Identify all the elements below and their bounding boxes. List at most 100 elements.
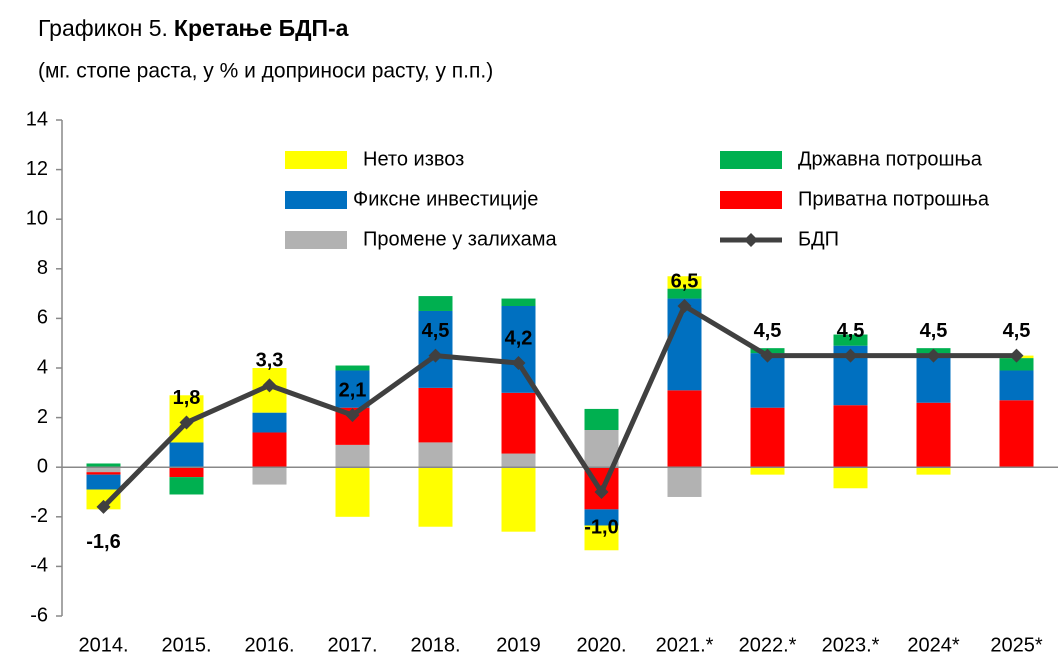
line-marker (428, 348, 443, 363)
line-marker (262, 378, 277, 393)
bar-segment (86, 472, 121, 475)
bar-segment (169, 442, 204, 468)
bar-segment (999, 358, 1034, 371)
x-tick-label: 2014. (78, 634, 128, 656)
line-marker (677, 299, 692, 313)
bar-segment (501, 392, 536, 454)
bar-segment (169, 477, 204, 495)
bar-segment (833, 405, 868, 468)
chart-title: Графикон 5. Кретање БДП-а (38, 15, 349, 41)
data-label: 4,5 (422, 320, 450, 342)
bar-segment (584, 525, 619, 551)
x-tick-label: 2025* (990, 634, 1042, 656)
data-label: 4,5 (754, 320, 782, 342)
bar-segment (501, 467, 536, 532)
data-label: 1,8 (173, 387, 201, 409)
bar-segment (667, 288, 702, 299)
data-label: 4,5 (920, 320, 948, 342)
bar-segment (999, 370, 1034, 401)
bar-segment (916, 467, 951, 475)
bar-segment (335, 467, 370, 517)
bar-segment (252, 432, 287, 468)
line-marker (760, 348, 775, 363)
bar-segment (750, 407, 785, 468)
line-marker (179, 415, 194, 430)
y-tick-label: -2 (30, 505, 48, 527)
legend-swatch (720, 151, 782, 169)
bar-segment (667, 276, 702, 289)
bar-segment (86, 467, 121, 473)
bar-segment (999, 400, 1034, 468)
bar-segment (584, 408, 619, 430)
bar-segment (501, 453, 536, 468)
y-tick-label: -6 (30, 604, 48, 626)
data-label: -1,6 (86, 531, 120, 553)
bar-segment (667, 390, 702, 468)
legend-swatch (720, 191, 782, 209)
y-tick-label: 12 (26, 158, 48, 180)
legend-label: Промене у залихама (363, 228, 558, 250)
bar-segment (750, 467, 785, 475)
bar-segment (418, 467, 453, 527)
line-marker (1009, 348, 1024, 363)
bar-segment (335, 444, 370, 468)
legend-swatch (285, 151, 347, 169)
line-marker (345, 408, 360, 423)
y-tick-label: 4 (37, 356, 48, 378)
legend-label: Државна потрошња (798, 148, 983, 170)
legend-marker (744, 233, 758, 247)
bar-segment (252, 467, 287, 485)
legend-label: Фиксне инвестиције (353, 188, 538, 210)
bar-segment (86, 474, 121, 490)
data-label: -1,0 (584, 516, 618, 538)
y-tick-label: 6 (37, 307, 48, 329)
bar-segment (169, 467, 204, 478)
bar-segment (335, 365, 370, 371)
bar-segment (418, 442, 453, 468)
y-tick-label: 8 (37, 257, 48, 279)
x-tick-label: 2019 (496, 634, 541, 656)
bar-segment (86, 489, 121, 510)
data-label: 4,5 (1003, 320, 1031, 342)
bar-segment (916, 402, 951, 468)
bar-segment (418, 387, 453, 443)
line-marker (926, 348, 941, 363)
x-tick-label: 2015. (161, 634, 211, 656)
bar-segment (86, 463, 121, 468)
data-label: 6,5 (671, 270, 699, 292)
data-label: 4,5 (837, 320, 865, 342)
bar-segment (584, 509, 619, 526)
legend-swatch (285, 231, 347, 249)
data-label: 4,2 (505, 327, 533, 349)
x-tick-label: 2020. (576, 634, 626, 656)
title-label: Графикон 5. (38, 15, 168, 41)
x-tick-label: 2022.* (739, 634, 797, 656)
bar-segment (335, 370, 370, 408)
y-tick-label: 10 (26, 207, 48, 229)
y-tick-label: 2 (37, 406, 48, 428)
title-main: Кретање БДП-а (174, 15, 349, 41)
line-marker (594, 485, 609, 499)
bar-segment (501, 298, 536, 306)
line-marker (96, 499, 111, 514)
data-label: 3,3 (256, 350, 284, 372)
bar-segment (418, 296, 453, 311)
bar-segment (833, 467, 868, 489)
line-marker (511, 356, 526, 371)
x-tick-label: 2017. (327, 634, 377, 656)
y-tick-label: 14 (26, 108, 48, 130)
y-tick-label: 0 (37, 455, 48, 477)
chart-subtitle: (мг. стопе раста, у % и доприноси расту,… (38, 60, 493, 83)
legend-swatch (285, 191, 347, 209)
legend-label: Приватна потрошња (798, 188, 990, 210)
line-series (101, 303, 1017, 509)
x-tick-label: 2024* (907, 634, 959, 656)
bar-segment (252, 412, 287, 433)
x-tick-label: 2023.* (822, 634, 880, 656)
bar-segment (667, 467, 702, 497)
x-tick-label: 2018. (410, 634, 460, 656)
legend-label: БДП (798, 228, 839, 250)
x-tick-label: 2021.* (656, 634, 714, 656)
